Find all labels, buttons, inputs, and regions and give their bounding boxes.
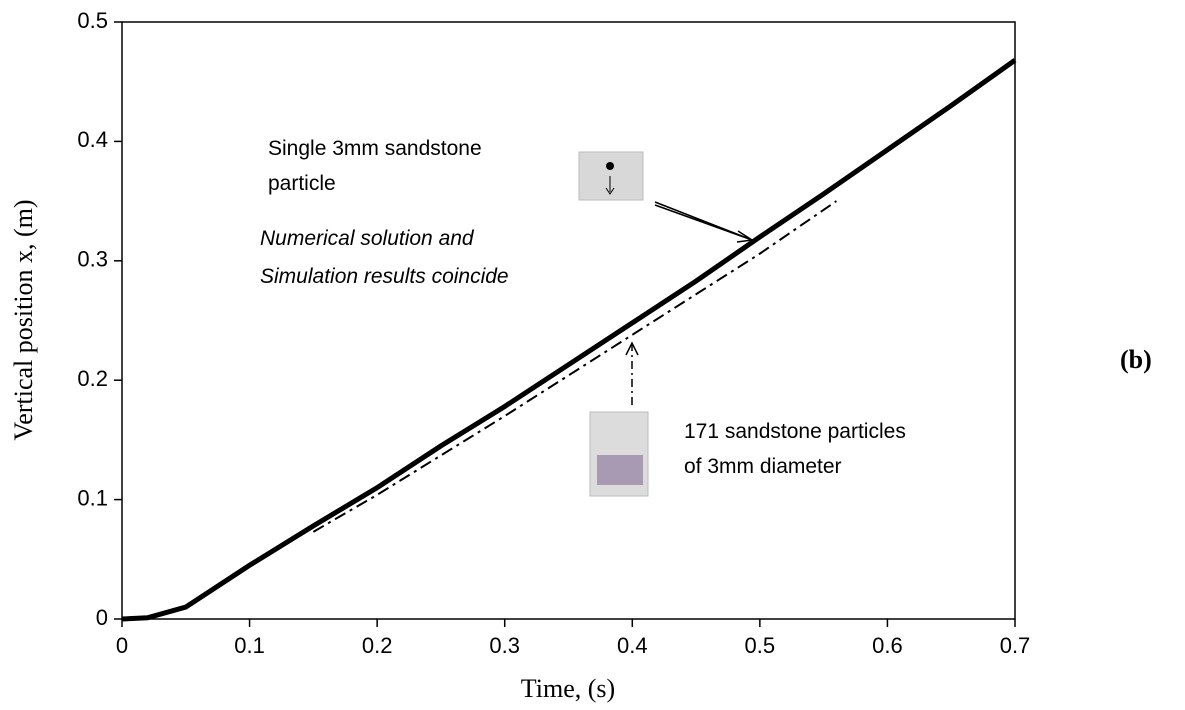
x-tick-label: 0 [116, 633, 128, 658]
y-axis-label: Vertical position x, (m) [9, 199, 38, 440]
series-line [121, 58, 1017, 622]
annotation: Numerical solution and [260, 227, 475, 250]
inset-multi [589, 411, 649, 497]
series-line [312, 200, 837, 533]
x-tick-label: 0.1 [234, 633, 265, 658]
y-tick-label: 0.3 [77, 247, 108, 272]
x-tick-label: 0.4 [617, 633, 648, 658]
annotation-arrow-head [625, 341, 639, 356]
inset-single [578, 151, 644, 201]
x-tick-label: 0.7 [1000, 633, 1031, 658]
x-tick-label: 0.5 [745, 633, 776, 658]
y-tick-label: 0.2 [77, 366, 108, 391]
plot-frame [121, 21, 1016, 620]
annotation: of 3mm diameter [684, 455, 842, 478]
y-tick-label: 0.1 [77, 485, 108, 510]
inset-particles [597, 455, 643, 485]
x-axis-label: Time, (s) [521, 674, 615, 703]
annotation: Single 3mm sandstone [268, 137, 482, 160]
x-tick-label: 0.6 [872, 633, 903, 658]
y-tick-label: 0.4 [77, 127, 108, 152]
x-tick-label: 0.2 [362, 633, 393, 658]
panel-label: (b) [1120, 345, 1152, 374]
y-tick-label: 0.5 [77, 8, 108, 33]
annotation: 171 sandstone particles [684, 420, 906, 443]
annotation: particle [268, 172, 336, 195]
annotation: Simulation results coincide [260, 265, 509, 288]
annotation-arrow [654, 201, 753, 243]
x-tick-label: 0.3 [489, 633, 520, 658]
y-tick-label: 0 [96, 605, 108, 630]
inset-arrow-head [605, 187, 615, 195]
inset-particle [606, 162, 614, 170]
